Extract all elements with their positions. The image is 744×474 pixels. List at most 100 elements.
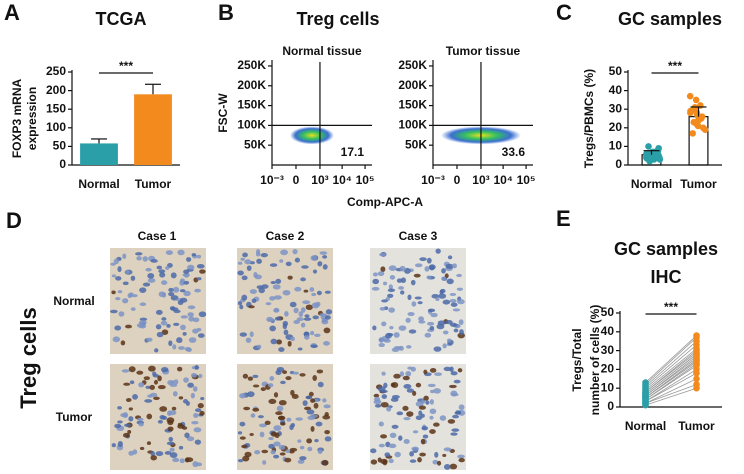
cell	[313, 402, 319, 409]
cell	[178, 396, 184, 400]
cell	[122, 253, 127, 259]
cell	[270, 450, 276, 455]
cell	[301, 265, 309, 269]
cell	[249, 289, 257, 294]
cell	[288, 450, 295, 454]
cell	[169, 447, 175, 452]
cell	[450, 393, 459, 397]
cell	[319, 251, 328, 255]
cell	[381, 299, 388, 303]
cell	[166, 441, 175, 446]
cell	[274, 432, 280, 439]
cell	[387, 332, 394, 337]
cell	[139, 317, 148, 321]
cell	[319, 313, 327, 317]
pair-line	[645, 348, 697, 391]
cell	[285, 376, 292, 381]
cell	[148, 365, 156, 372]
cell	[243, 406, 251, 411]
cell	[157, 375, 162, 382]
cell	[139, 287, 147, 293]
y-tick-label: 50	[601, 305, 615, 319]
cell	[165, 250, 174, 255]
cell	[293, 320, 301, 325]
cell	[418, 316, 424, 322]
cell	[379, 253, 387, 257]
cell	[157, 419, 163, 424]
cell	[379, 307, 386, 311]
cell	[300, 307, 306, 313]
cell	[434, 451, 439, 458]
cell	[398, 286, 405, 290]
cell	[383, 281, 388, 286]
cell	[370, 448, 377, 454]
cell	[139, 302, 147, 307]
cell	[276, 367, 285, 372]
cell	[323, 327, 331, 334]
cell	[136, 256, 142, 261]
cell	[450, 432, 458, 436]
panel-letter: B	[218, 0, 234, 25]
cell	[322, 415, 331, 420]
cell	[398, 435, 403, 441]
quadrant-percent: 17.1	[341, 145, 365, 159]
cell	[182, 273, 190, 277]
cell	[170, 380, 175, 385]
cell	[184, 432, 190, 439]
cell	[287, 275, 293, 280]
cell	[321, 318, 329, 325]
cell	[306, 438, 313, 444]
cell	[161, 367, 169, 373]
cell	[429, 326, 435, 331]
data-point	[656, 156, 664, 163]
cell	[265, 302, 272, 306]
cell	[378, 443, 385, 448]
cell	[290, 336, 295, 342]
cell	[407, 311, 415, 317]
cell	[456, 299, 465, 305]
cell	[399, 371, 405, 377]
cell	[120, 340, 126, 346]
cell	[267, 383, 274, 388]
cell	[128, 366, 136, 373]
chart-title: GC samples	[618, 9, 722, 29]
x-tick-label: Normal	[631, 177, 672, 191]
cell	[256, 249, 261, 255]
cell	[170, 307, 179, 312]
cell	[450, 371, 458, 376]
y-tick-label: 100	[46, 120, 66, 134]
cell	[113, 258, 119, 265]
cell	[182, 332, 187, 336]
cell	[423, 395, 429, 401]
cell	[388, 265, 397, 271]
cell	[396, 411, 404, 416]
cell	[431, 294, 440, 299]
cell	[117, 266, 122, 273]
y-axis-label: expression	[25, 87, 39, 150]
cell	[109, 309, 118, 314]
y-tick-label: 0	[59, 157, 66, 171]
y-tick-label: 20	[601, 362, 615, 376]
cell	[242, 455, 250, 462]
cell	[275, 278, 282, 284]
cell	[374, 403, 382, 408]
cell	[285, 449, 291, 454]
plot-title: Tumor tissue	[446, 44, 521, 58]
cell	[177, 366, 183, 372]
cell	[136, 323, 145, 328]
cell	[158, 269, 166, 274]
data-point	[689, 130, 696, 137]
cell	[299, 445, 305, 450]
cell	[435, 248, 441, 254]
data-point	[645, 152, 652, 159]
cell	[321, 459, 329, 466]
cell	[437, 460, 442, 466]
cell	[381, 371, 386, 376]
cell	[429, 399, 434, 405]
cell	[441, 276, 447, 281]
cell	[157, 385, 166, 390]
cell	[449, 463, 458, 470]
cell	[146, 337, 153, 342]
pair-line	[645, 344, 697, 389]
cell	[300, 277, 306, 282]
